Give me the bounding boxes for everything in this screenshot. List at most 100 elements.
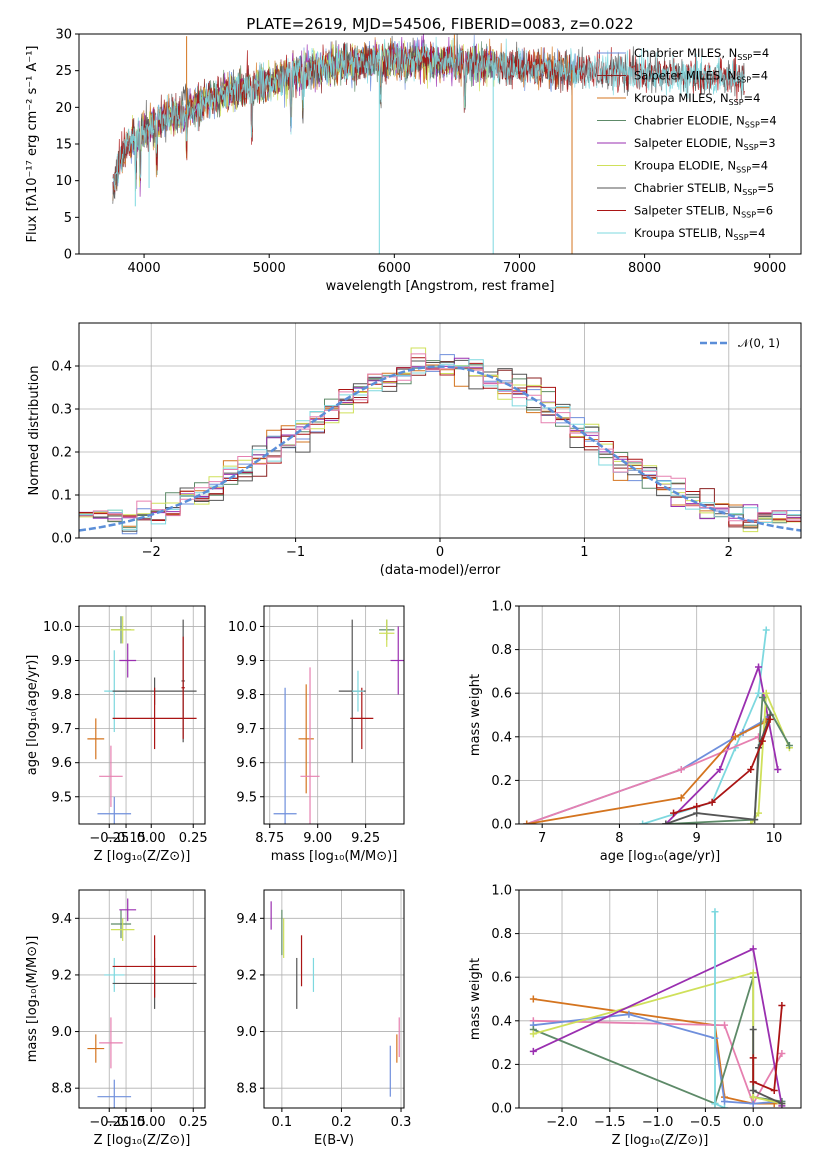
y-tick-label: 9.8	[51, 688, 72, 703]
x-tick-label: 8000	[628, 261, 661, 276]
y-tick-label: 9.4	[51, 912, 72, 927]
legend-entry: Kroupa ELODIE, NSSP=4	[634, 159, 768, 175]
x-axis-label: Z [log₁₀(Z/Z⊙)]	[612, 1133, 709, 1148]
y-axis-label: Flux [fλ10⁻¹⁷ erg cm⁻² s⁻¹ A⁻¹]	[25, 46, 40, 243]
weight-marker	[758, 737, 766, 745]
x-tick-label: −0.15	[106, 831, 146, 846]
weight-line	[673, 719, 771, 814]
weight-marker	[529, 1047, 537, 1055]
x-tick-label: 6000	[378, 261, 411, 276]
weight-marker	[670, 809, 678, 817]
weight-marker	[749, 1093, 757, 1101]
legend-entry: Kroupa STELIB, NSSP=4	[634, 226, 765, 242]
y-tick-label: 8.8	[51, 1082, 72, 1097]
y-tick-label: 9.9	[236, 654, 257, 669]
x-tick-label: 9.00	[303, 831, 332, 846]
x-tick-label: 2	[725, 545, 733, 560]
weight-marker	[749, 1054, 757, 1062]
x-tick-label: 8	[615, 831, 623, 846]
y-tick-label: 9.6	[51, 756, 72, 771]
x-tick-label: 9	[693, 831, 701, 846]
histogram-salpeter-stelib	[79, 357, 801, 526]
panel-residuals: −2 −1 0 1 2 0.0 0.1 0.2 0.3 0.4 (data-model)/error…	[27, 322, 802, 578]
y-tick-label: 8.8	[236, 1082, 257, 1097]
y-tick-label: 0.2	[491, 774, 512, 789]
x-tick-label: 9.25	[351, 831, 380, 846]
weight-line	[533, 998, 775, 1105]
weight-marker	[708, 798, 716, 806]
weight-marker	[711, 1100, 719, 1108]
panel-mass-vs-EBV: 0.1 0.2 0.3 8.8 9.0 9.2 9.4 E(B-V)	[236, 889, 412, 1148]
axes-frame	[518, 605, 802, 825]
weight-marker	[747, 820, 755, 824]
y-tick-label: 0.0	[491, 818, 512, 833]
x-tick-label: 0.0	[743, 1115, 764, 1130]
y-tick-label: 9.9	[51, 654, 72, 669]
weight-marker	[747, 766, 755, 773]
y-tick-label: 0.3	[51, 403, 72, 418]
legend-entry: Chabrier STELIB, NSSP=5	[634, 181, 774, 197]
y-tick-label: 10	[55, 174, 72, 189]
weight-marker	[778, 1050, 786, 1057]
x-axis-label: age [log₁₀(age/yr)]	[600, 849, 721, 864]
weight-marker	[774, 766, 782, 773]
plot-area	[273, 619, 404, 824]
legend-entry: Kroupa MILES, NSSP=4	[634, 91, 760, 107]
plot-area	[112, 34, 745, 254]
y-tick-label: 10.0	[43, 620, 72, 635]
weight-marker	[639, 820, 647, 824]
x-axis-label: E(B-V)	[314, 1133, 354, 1148]
x-tick-label: −1.5	[594, 1115, 626, 1130]
panel-mass-vs-Z: −0.25−0.150.00 0.25 8.8 9.0 9.2 9.4 Z [log₁₀(Z…	[25, 889, 208, 1148]
y-tick-label: 9.5	[236, 790, 257, 805]
y-tick-label: 0.0	[51, 532, 72, 547]
spectrum-kroupa-stelib	[112, 36, 745, 191]
weight-marker	[731, 733, 739, 741]
panels: 4000 5000 6000 7000 8000 9000051015202530wave…	[25, 28, 802, 1148]
y-tick-label: 9.0	[51, 1025, 72, 1040]
y-tick-label: 0.6	[491, 971, 512, 986]
y-tick-label: 9.5	[51, 790, 72, 805]
y-tick-label: 9.8	[236, 688, 257, 703]
x-tick-label: −0.15	[106, 1115, 146, 1130]
y-tick-label: 9.4	[236, 912, 257, 927]
x-tick-label: 10	[766, 831, 783, 846]
weight-marker	[749, 945, 757, 953]
weight-marker	[766, 715, 774, 723]
y-tick-label: 0.4	[491, 730, 512, 745]
spectrum-salpeter-stelib	[112, 41, 745, 192]
weight-marker	[711, 908, 719, 916]
y-tick-label: 0.8	[491, 927, 512, 942]
x-tick-label: 0.00	[137, 1115, 166, 1130]
weight-marker	[755, 733, 763, 741]
panel-age-vs-mass: 8.75 9.00 9.25 9.5 9.6 9.7 9.8 9.9 10.0 mass [log…	[228, 605, 405, 864]
weight-marker	[749, 1100, 757, 1108]
weight-marker	[778, 1002, 786, 1010]
y-tick-label: 20	[55, 101, 72, 116]
weight-marker	[716, 766, 724, 773]
y-tick-label: 30	[55, 28, 72, 43]
y-tick-label: 0	[64, 248, 72, 263]
x-tick-label: 5000	[253, 261, 286, 276]
weight-marker	[721, 1097, 729, 1105]
panel-mass-weight-vs-Z: −2.0 −1.5 −1.0 −0.5 0.0 0.0 0.2 0.4 0.6 0.8 1.0 Z […	[468, 884, 802, 1148]
legend-entry: Salpeter STELIB, NSSP=6	[634, 204, 773, 220]
panel-mass-weight-vs-age: 7 8 9 10 0.0 0.2 0.4 0.6 0.8 1.0 age [log₁₀(age/yr…	[468, 600, 802, 864]
axes-frame	[78, 605, 206, 825]
weight-marker	[770, 1087, 778, 1095]
weight-line	[752, 1029, 783, 1105]
x-tick-label: −0.5	[690, 1115, 722, 1130]
x-tick-label: 0.3	[391, 1115, 412, 1130]
x-axis-label: Z [log₁₀(Z/Z⊙)]	[94, 1133, 191, 1148]
weight-line	[526, 718, 767, 824]
weight-marker	[758, 694, 766, 702]
x-tick-label: 0.1	[272, 1115, 293, 1130]
legend-entry: Salpeter MILES, NSSP=4	[634, 69, 768, 85]
y-tick-label: 9.7	[236, 722, 257, 737]
weight-marker	[721, 1021, 729, 1029]
y-axis-label: mass weight	[468, 674, 483, 756]
weight-marker	[677, 794, 685, 802]
x-axis-label: (data-model)/error	[380, 563, 501, 578]
plot-area	[270, 901, 400, 1097]
x-axis-label: wavelength [Angstrom, rest frame]	[326, 279, 555, 294]
